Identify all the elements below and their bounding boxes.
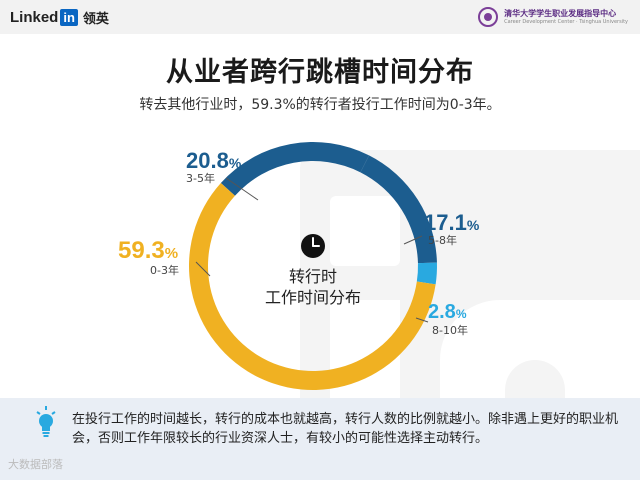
leader-lines [195,177,429,323]
tsinghua-seal-icon [478,7,499,27]
linkedin-wordmark: Linked [10,8,59,26]
tsinghua-cn-name: 清华大学学生职业发展指导中心 [504,8,617,18]
slice-category-label-4: 0-3年 [150,263,179,277]
center-label-line-1: 转行时 [289,267,337,286]
leader-line-3 [415,317,429,323]
center-label-line-2: 工作时间分布 [265,288,361,307]
lightbulb-icon [36,406,56,437]
watermark-dot [330,196,400,266]
leader-line-2 [403,235,423,245]
slice-value-label-4: 59.3% [118,237,178,264]
linkedin-logo: Linked in 领英 [10,7,109,27]
slice-labels: 20.8%3-5年 17.1%5-8年 2.8%8-10年 59.3%0-3年 [118,148,480,337]
slice-value-label-1: 20.8% [186,148,242,173]
page-title: 从业者跨行跳槽时间分布 [166,57,474,88]
donut-slice-3 [416,262,438,285]
note-panel [0,398,640,480]
donut-slices [188,142,438,390]
note-text: 在投行工作的时间越长，转行的成本也就越高，转行人数的比例就越小。除非遇上更好的职… [72,412,619,446]
slice-category-label-2: 5-8年 [428,233,457,247]
slice-value-label-2: 17.1% [424,210,480,235]
tsinghua-text: 清华大学学生职业发展指导中心 Career Development Center… [504,8,628,25]
slice-category-label-3: 8-10年 [432,323,468,337]
slice-category-label-1: 3-5年 [186,171,215,185]
linkedin-cn-name: 领英 [82,11,109,27]
page-subtitle: 转去其他行业时，59.3%的转行者投行工作时间为0-3年。 [139,97,501,113]
corner-watermark: 大数据部落 [8,458,63,471]
tsinghua-logo: 清华大学学生职业发展指导中心 Career Development Center… [478,5,628,29]
header-bar: Linked in 领英 清华大学学生职业发展指导中心 Career Devel… [0,0,640,34]
leader-line-1 [225,177,259,201]
clock-icon [301,234,325,258]
donut-slice-2 [360,155,437,264]
donut-slice-4 [188,183,436,390]
slice-value-label-3: 2.8% [428,301,467,323]
tsinghua-en-name: Career Development Center · Tsinghua Uni… [504,18,628,25]
donut-slice-1 [220,142,370,196]
leader-line-4 [195,261,211,277]
linkedin-in-box: in [60,8,78,26]
